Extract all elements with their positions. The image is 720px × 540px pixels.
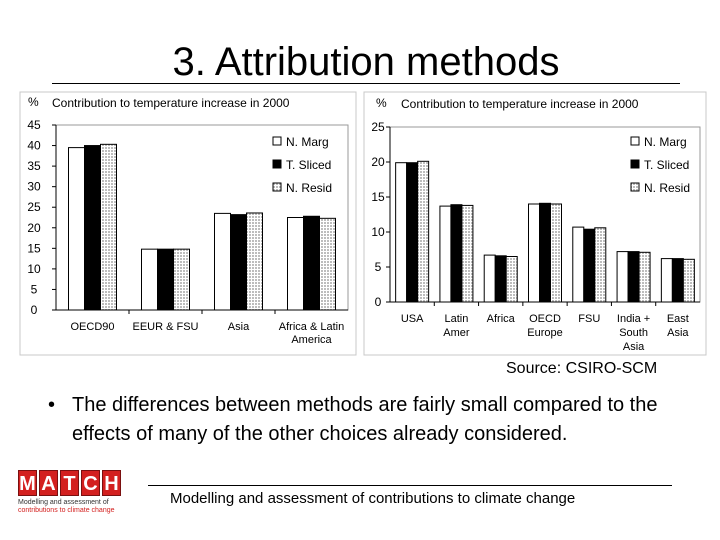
bar bbox=[627, 251, 640, 303]
x-tick-label: FSU bbox=[578, 313, 600, 325]
legend-swatch bbox=[272, 182, 282, 192]
y-tick-label: 10 bbox=[371, 225, 385, 239]
y-tick-label: 0 bbox=[31, 303, 38, 317]
bar bbox=[616, 251, 629, 303]
bar bbox=[483, 254, 496, 303]
bar bbox=[594, 227, 607, 303]
bar bbox=[303, 215, 320, 311]
footer-text: Modelling and assessment of contribution… bbox=[170, 490, 576, 507]
legend-label: T. Sliced bbox=[644, 158, 689, 172]
bar bbox=[572, 226, 585, 303]
bar bbox=[214, 212, 231, 311]
x-tick-label: OECD Europe bbox=[527, 313, 562, 339]
y-tick-label: 40 bbox=[27, 139, 41, 153]
bar bbox=[550, 203, 562, 303]
bar bbox=[528, 203, 540, 303]
chart-title: Contribution to temperature increase in … bbox=[52, 96, 290, 110]
bar bbox=[682, 258, 695, 303]
bar bbox=[141, 248, 158, 311]
bar bbox=[246, 212, 263, 311]
legend-label: T. Sliced bbox=[286, 158, 331, 172]
bar bbox=[660, 258, 673, 303]
charts-canvas: % Contribution to temperature increase in… bbox=[19, 91, 707, 356]
logo-letter: T bbox=[60, 470, 79, 496]
y-tick-label: 25 bbox=[27, 200, 41, 214]
bar bbox=[450, 204, 463, 303]
slide-title: 3. Attribution methods bbox=[172, 40, 560, 84]
bullet-point: • The differences between methods are fa… bbox=[48, 391, 668, 449]
x-tick-label: India + South Asia bbox=[617, 313, 650, 353]
bar bbox=[287, 217, 304, 311]
legend-label: N. Resid bbox=[286, 181, 332, 195]
legend-swatch bbox=[630, 159, 640, 169]
bar bbox=[461, 204, 474, 303]
logo-tagline-line-2: contributions to climate change bbox=[18, 507, 115, 514]
y-tick-label: 10 bbox=[27, 262, 41, 276]
legend-swatch bbox=[630, 182, 640, 192]
x-tick-label: East Asia bbox=[667, 313, 690, 339]
bar bbox=[671, 258, 684, 303]
bar bbox=[439, 205, 452, 303]
x-tick-label: USA bbox=[401, 313, 424, 325]
y-tick-label: 5 bbox=[31, 282, 38, 296]
legend-swatch bbox=[272, 159, 282, 169]
footer-rule bbox=[148, 485, 672, 486]
x-tick-label: Latin Amer bbox=[443, 313, 470, 339]
y-axis-label: % bbox=[28, 95, 39, 109]
bar bbox=[173, 248, 190, 311]
bar bbox=[319, 217, 336, 311]
y-tick-label: 30 bbox=[27, 180, 41, 194]
y-tick-label: 25 bbox=[371, 120, 385, 134]
source-caption: Source: CSIRO-SCM bbox=[506, 360, 658, 377]
legend-label: N. Marg bbox=[644, 135, 687, 149]
legend-label: N. Resid bbox=[644, 181, 690, 195]
bar bbox=[583, 228, 596, 303]
bar bbox=[417, 160, 430, 303]
y-tick-label: 20 bbox=[27, 221, 41, 235]
bar bbox=[505, 256, 518, 303]
bar bbox=[539, 202, 551, 303]
y-tick-label: 20 bbox=[371, 155, 385, 169]
bar bbox=[494, 255, 507, 303]
bullet-icon: • bbox=[48, 394, 56, 416]
y-tick-label: 35 bbox=[27, 159, 41, 173]
title-underline bbox=[52, 83, 680, 84]
logo-letter: A bbox=[39, 470, 58, 496]
logo-letter: C bbox=[81, 470, 100, 496]
bar bbox=[68, 147, 85, 311]
legend-swatch bbox=[272, 136, 282, 146]
bar bbox=[395, 162, 408, 303]
logo-tagline: Modelling and assessment of contribution… bbox=[18, 499, 124, 515]
x-tick-label: Africa bbox=[487, 313, 516, 325]
logo-tagline-line-1: Modelling and assessment of bbox=[18, 499, 109, 506]
bar bbox=[406, 162, 419, 303]
bar bbox=[84, 145, 101, 311]
y-axis-label: % bbox=[376, 96, 387, 110]
y-tick-label: 5 bbox=[375, 260, 382, 274]
bar bbox=[157, 248, 174, 311]
x-tick-label: EEUR & FSU bbox=[132, 321, 198, 333]
y-tick-label: 45 bbox=[27, 118, 41, 132]
legend-label: N. Marg bbox=[286, 135, 329, 149]
chart-title: Contribution to temperature increase in … bbox=[401, 97, 639, 111]
bullet-text: The differences between methods are fair… bbox=[72, 394, 658, 445]
y-tick-label: 0 bbox=[375, 295, 382, 309]
x-tick-label: Africa & Latin America bbox=[279, 321, 344, 346]
y-tick-label: 15 bbox=[27, 241, 41, 255]
y-tick-label: 15 bbox=[371, 190, 385, 204]
bar bbox=[230, 214, 247, 311]
legend-swatch bbox=[630, 136, 640, 146]
logo-letter: M bbox=[18, 470, 37, 496]
bar bbox=[100, 143, 117, 311]
bar bbox=[638, 251, 651, 303]
logo-letter: H bbox=[102, 470, 121, 496]
x-tick-label: Asia bbox=[228, 321, 250, 333]
x-tick-label: OECD90 bbox=[70, 321, 114, 333]
